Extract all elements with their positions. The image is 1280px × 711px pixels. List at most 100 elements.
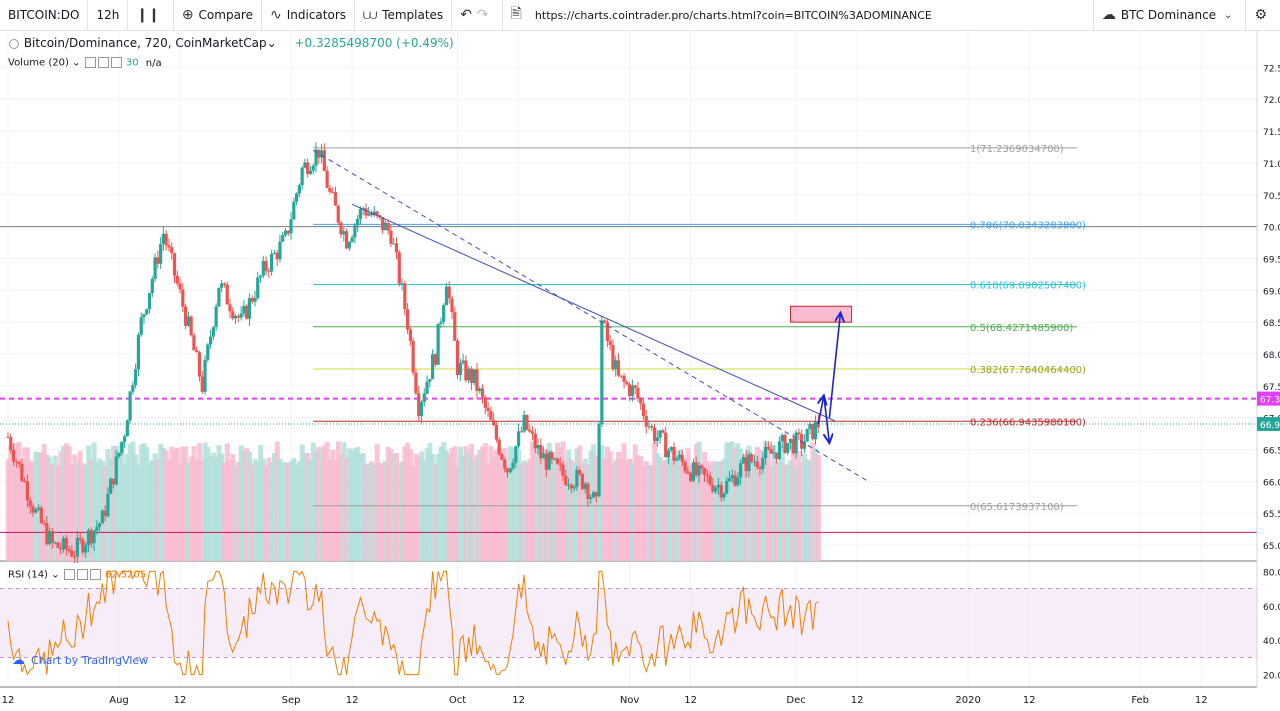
- candle-body: [128, 391, 132, 421]
- tradingview-icon: ☁: [12, 653, 25, 668]
- volume-bar: [238, 445, 244, 561]
- volume-bar: [496, 447, 502, 561]
- candle-body: [419, 402, 424, 417]
- candle-body: [680, 454, 684, 463]
- volume-bar: [235, 461, 241, 561]
- candle-body: [619, 375, 623, 377]
- chart-type-button[interactable]: ❙❙: [128, 0, 174, 30]
- settings-button[interactable]: ⚙: [1245, 0, 1280, 30]
- time-tick: 12: [1023, 695, 1036, 706]
- volume-bar: [419, 451, 425, 561]
- volume-bar: [305, 453, 311, 561]
- candle-body: [669, 447, 673, 451]
- candle-body: [630, 385, 634, 396]
- volume-value: 30: [125, 57, 139, 69]
- hide-icon[interactable]: [9, 38, 19, 49]
- rsi-line: [7, 569, 819, 676]
- candle-body: [761, 457, 765, 470]
- candle-body: [300, 167, 304, 186]
- compare-button[interactable]: ⊕ Compare: [174, 0, 262, 30]
- volume-bar: [327, 459, 333, 561]
- tradingview-brand[interactable]: ☁ Chart by TradingView: [12, 653, 148, 668]
- candle-body: [400, 283, 404, 285]
- volume-bar: [194, 459, 200, 561]
- candle-body: [569, 484, 573, 489]
- undo-icon[interactable]: ↶: [460, 7, 472, 23]
- candle-body: [109, 478, 113, 494]
- price-tick: 69.0: [1263, 287, 1280, 297]
- candle-body: [111, 478, 116, 485]
- price-label: 66.9: [1260, 421, 1280, 431]
- candle-body: [478, 388, 482, 392]
- volume-bar: [474, 454, 480, 561]
- candle-body: [331, 191, 335, 193]
- candle-body: [314, 149, 318, 166]
- candle-body: [522, 414, 526, 432]
- redo-icon[interactable]: ↷: [476, 7, 489, 23]
- volume-bar: [41, 443, 47, 561]
- volume-bar: [643, 461, 649, 561]
- volume-bar: [679, 463, 685, 561]
- candle-body: [578, 470, 582, 474]
- price-tick: 71.5: [1263, 128, 1280, 138]
- volume-bar: [61, 445, 67, 561]
- volume-bar: [530, 441, 536, 561]
- candle-body: [772, 452, 776, 454]
- volume-bar: [249, 464, 255, 561]
- volume-bar: [77, 451, 83, 561]
- candle-body: [172, 253, 177, 276]
- volume-bar: [263, 465, 269, 561]
- candle-body: [566, 484, 571, 486]
- candle-body: [647, 426, 651, 428]
- target-box: [790, 305, 853, 323]
- candle-body: [247, 298, 252, 319]
- volume-bar: [83, 464, 89, 561]
- candle-body: [550, 452, 554, 460]
- volume-bar: [666, 455, 672, 561]
- candle-body: [652, 427, 657, 441]
- url-box[interactable]: 🖹 https://charts.cointrader.pro/charts.ht…: [503, 0, 948, 30]
- eye-icon[interactable]: [84, 57, 96, 68]
- candle-body: [788, 438, 793, 443]
- watchlist-button[interactable]: ☁ BTC Dominance ⌄: [1092, 0, 1246, 30]
- candle-body: [639, 398, 643, 404]
- volume-bar: [349, 452, 355, 561]
- candle-body: [486, 407, 490, 412]
- volume-bar: [738, 448, 744, 561]
- volume-bar: [296, 461, 302, 561]
- volume-bar: [471, 459, 477, 561]
- candle-body: [808, 423, 812, 430]
- templates-button[interactable]: ⩊ Templates: [355, 0, 453, 30]
- volume-bar: [63, 443, 69, 561]
- series-title[interactable]: Bitcoin/Dominance, 720, CoinMarketCap: [23, 36, 267, 50]
- candle-body: [564, 475, 568, 485]
- candle-body: [633, 385, 637, 388]
- indicators-button[interactable]: ∿ Indicators: [262, 0, 355, 30]
- close-small-icon[interactable]: [89, 569, 101, 580]
- candle-body: [53, 542, 57, 544]
- time-tick: Aug: [109, 695, 129, 706]
- interval-button[interactable]: 12h: [88, 0, 129, 30]
- projection-arrow: [828, 313, 840, 418]
- volume-bar: [371, 464, 377, 561]
- volume-bar: [283, 462, 289, 561]
- eye-icon[interactable]: [63, 569, 75, 580]
- close-small-icon[interactable]: [110, 57, 122, 68]
- chevron-down-icon[interactable]: ⌄: [266, 36, 277, 50]
- candle-body: [267, 270, 271, 272]
- candle-body: [430, 354, 435, 380]
- volume-title[interactable]: Volume (20): [8, 57, 69, 69]
- candle-body: [714, 487, 718, 492]
- fib-label: 1(71.2369034700): [970, 144, 1064, 155]
- volume-bar: [621, 443, 627, 561]
- volume-bar: [760, 463, 766, 561]
- volume-bar: [255, 461, 261, 561]
- volume-bar: [385, 446, 391, 561]
- settings-small-icon[interactable]: [76, 569, 88, 580]
- settings-small-icon[interactable]: [97, 57, 109, 68]
- candle-body: [200, 376, 204, 392]
- rsi-title[interactable]: RSI (14): [8, 569, 48, 581]
- chart-canvas[interactable]: 1(71.2369034700) 0.786(70.0343283800) 0.61…: [0, 31, 1280, 711]
- volume-bar: [197, 443, 203, 561]
- symbol-button[interactable]: BITCOIN:DO: [0, 0, 89, 30]
